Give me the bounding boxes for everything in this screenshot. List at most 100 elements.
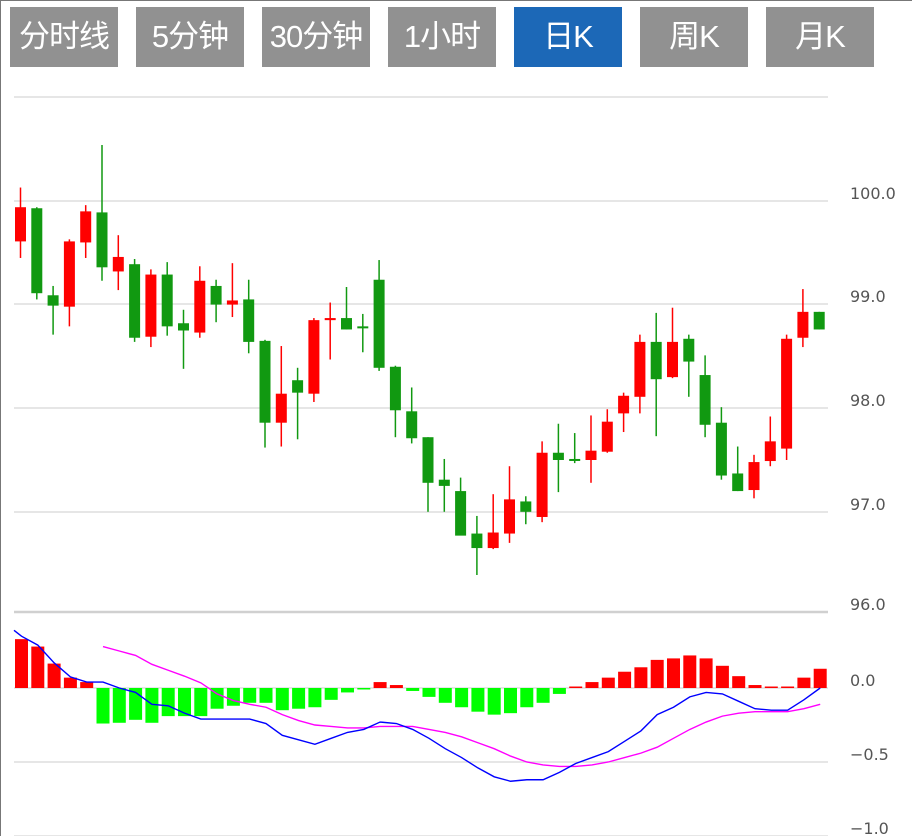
- candle-body: [601, 421, 613, 452]
- candle-body: [667, 341, 678, 378]
- candle-body: [781, 338, 793, 449]
- macd-bar: [80, 682, 94, 688]
- macd-bar: [210, 688, 224, 709]
- macd-bar: [357, 688, 371, 690]
- candle-body: [243, 299, 255, 342]
- macd-bar: [715, 665, 729, 688]
- candle-down: [243, 279, 255, 354]
- candle-down: [373, 260, 385, 371]
- candle-down: [650, 312, 662, 437]
- candle-down: [47, 285, 59, 335]
- candle-body: [438, 479, 450, 486]
- macd-bar: [569, 686, 583, 689]
- macd-bar: [15, 639, 28, 688]
- tab-0[interactable]: 分时线: [10, 7, 118, 67]
- macd-bar: [797, 677, 811, 688]
- macd-bar: [471, 688, 485, 712]
- candle-body: [226, 300, 238, 305]
- candle-body: [194, 280, 206, 333]
- macd-tick-label: −1.0: [850, 819, 889, 836]
- candle-up: [504, 466, 515, 543]
- candle-body: [764, 441, 776, 462]
- candle-body: [504, 499, 515, 534]
- candle-body: [129, 264, 141, 338]
- candle-down: [389, 365, 401, 438]
- macd-bar: [699, 658, 713, 688]
- macd-bar: [275, 688, 289, 711]
- candle-down: [699, 355, 711, 438]
- candle-down: [178, 309, 189, 369]
- candle-body: [569, 458, 581, 461]
- candle-up: [145, 269, 157, 348]
- macd-bar: [536, 688, 550, 703]
- candle-body: [536, 452, 548, 517]
- candle-down: [422, 437, 434, 512]
- y-tick-label: 98.0: [850, 391, 886, 410]
- candle-down: [715, 407, 727, 480]
- candle-down: [31, 207, 43, 300]
- candle-up: [536, 441, 548, 523]
- candle-body: [813, 311, 825, 330]
- tab-5[interactable]: 周K: [640, 7, 748, 67]
- macd-bar: [634, 667, 648, 688]
- macd-bar: [650, 659, 664, 688]
- macd-bar: [601, 677, 615, 688]
- candle-up: [324, 302, 336, 360]
- candle-up: [618, 392, 630, 433]
- candle-body: [210, 285, 222, 305]
- candle-down: [406, 387, 418, 444]
- candle-down: [161, 262, 173, 336]
- candle-down: [552, 423, 564, 493]
- macd-bar: [552, 688, 566, 694]
- tab-2[interactable]: 30分钟: [262, 7, 370, 67]
- candle-up: [797, 289, 809, 348]
- macd-bar: [764, 686, 778, 689]
- macd-bar: [226, 688, 240, 706]
- macd-bar: [781, 686, 795, 689]
- macd-bar: [47, 663, 61, 688]
- candle-up: [487, 494, 499, 550]
- candle-body: [112, 256, 124, 272]
- tab-3[interactable]: 1小时: [388, 7, 496, 67]
- candle-body: [308, 320, 320, 394]
- candle-up: [585, 415, 597, 483]
- candle-body: [634, 341, 646, 397]
- y-tick-label: 97.0: [850, 495, 886, 514]
- macd-bar: [748, 685, 762, 688]
- candle-body: [650, 341, 662, 380]
- candle-down: [732, 446, 744, 492]
- dif-line: [13, 629, 821, 782]
- macd-bar: [406, 688, 420, 691]
- tab-4[interactable]: 日K: [514, 7, 622, 67]
- candle-body: [487, 532, 499, 549]
- tab-6[interactable]: 月K: [766, 7, 874, 67]
- candle-down: [813, 311, 825, 330]
- candle-body: [389, 366, 401, 411]
- candle-body: [585, 450, 597, 460]
- macd-bar: [504, 688, 517, 714]
- macd-bar: [194, 688, 208, 717]
- candle-body: [145, 274, 157, 337]
- tab-1[interactable]: 5分钟: [136, 7, 244, 67]
- candle-body: [552, 452, 564, 460]
- candle-down: [210, 279, 222, 323]
- candle-body: [63, 241, 75, 307]
- candle-up: [764, 416, 776, 467]
- candle-up: [80, 205, 92, 258]
- candle-body: [357, 326, 369, 329]
- macd-bar: [161, 688, 175, 717]
- macd-bar: [389, 685, 403, 688]
- candle-up: [601, 409, 613, 453]
- macd-bar: [373, 682, 387, 688]
- macd-bar: [243, 688, 257, 703]
- candle-body: [748, 462, 760, 491]
- candle-up: [308, 318, 320, 402]
- candle-down: [292, 367, 304, 440]
- candle-body: [275, 393, 287, 423]
- candle-down: [683, 334, 695, 397]
- candle-down: [471, 515, 483, 575]
- y-tick-label: 96.0: [850, 595, 886, 614]
- macd-bar: [341, 688, 354, 693]
- macd-bar: [324, 688, 338, 700]
